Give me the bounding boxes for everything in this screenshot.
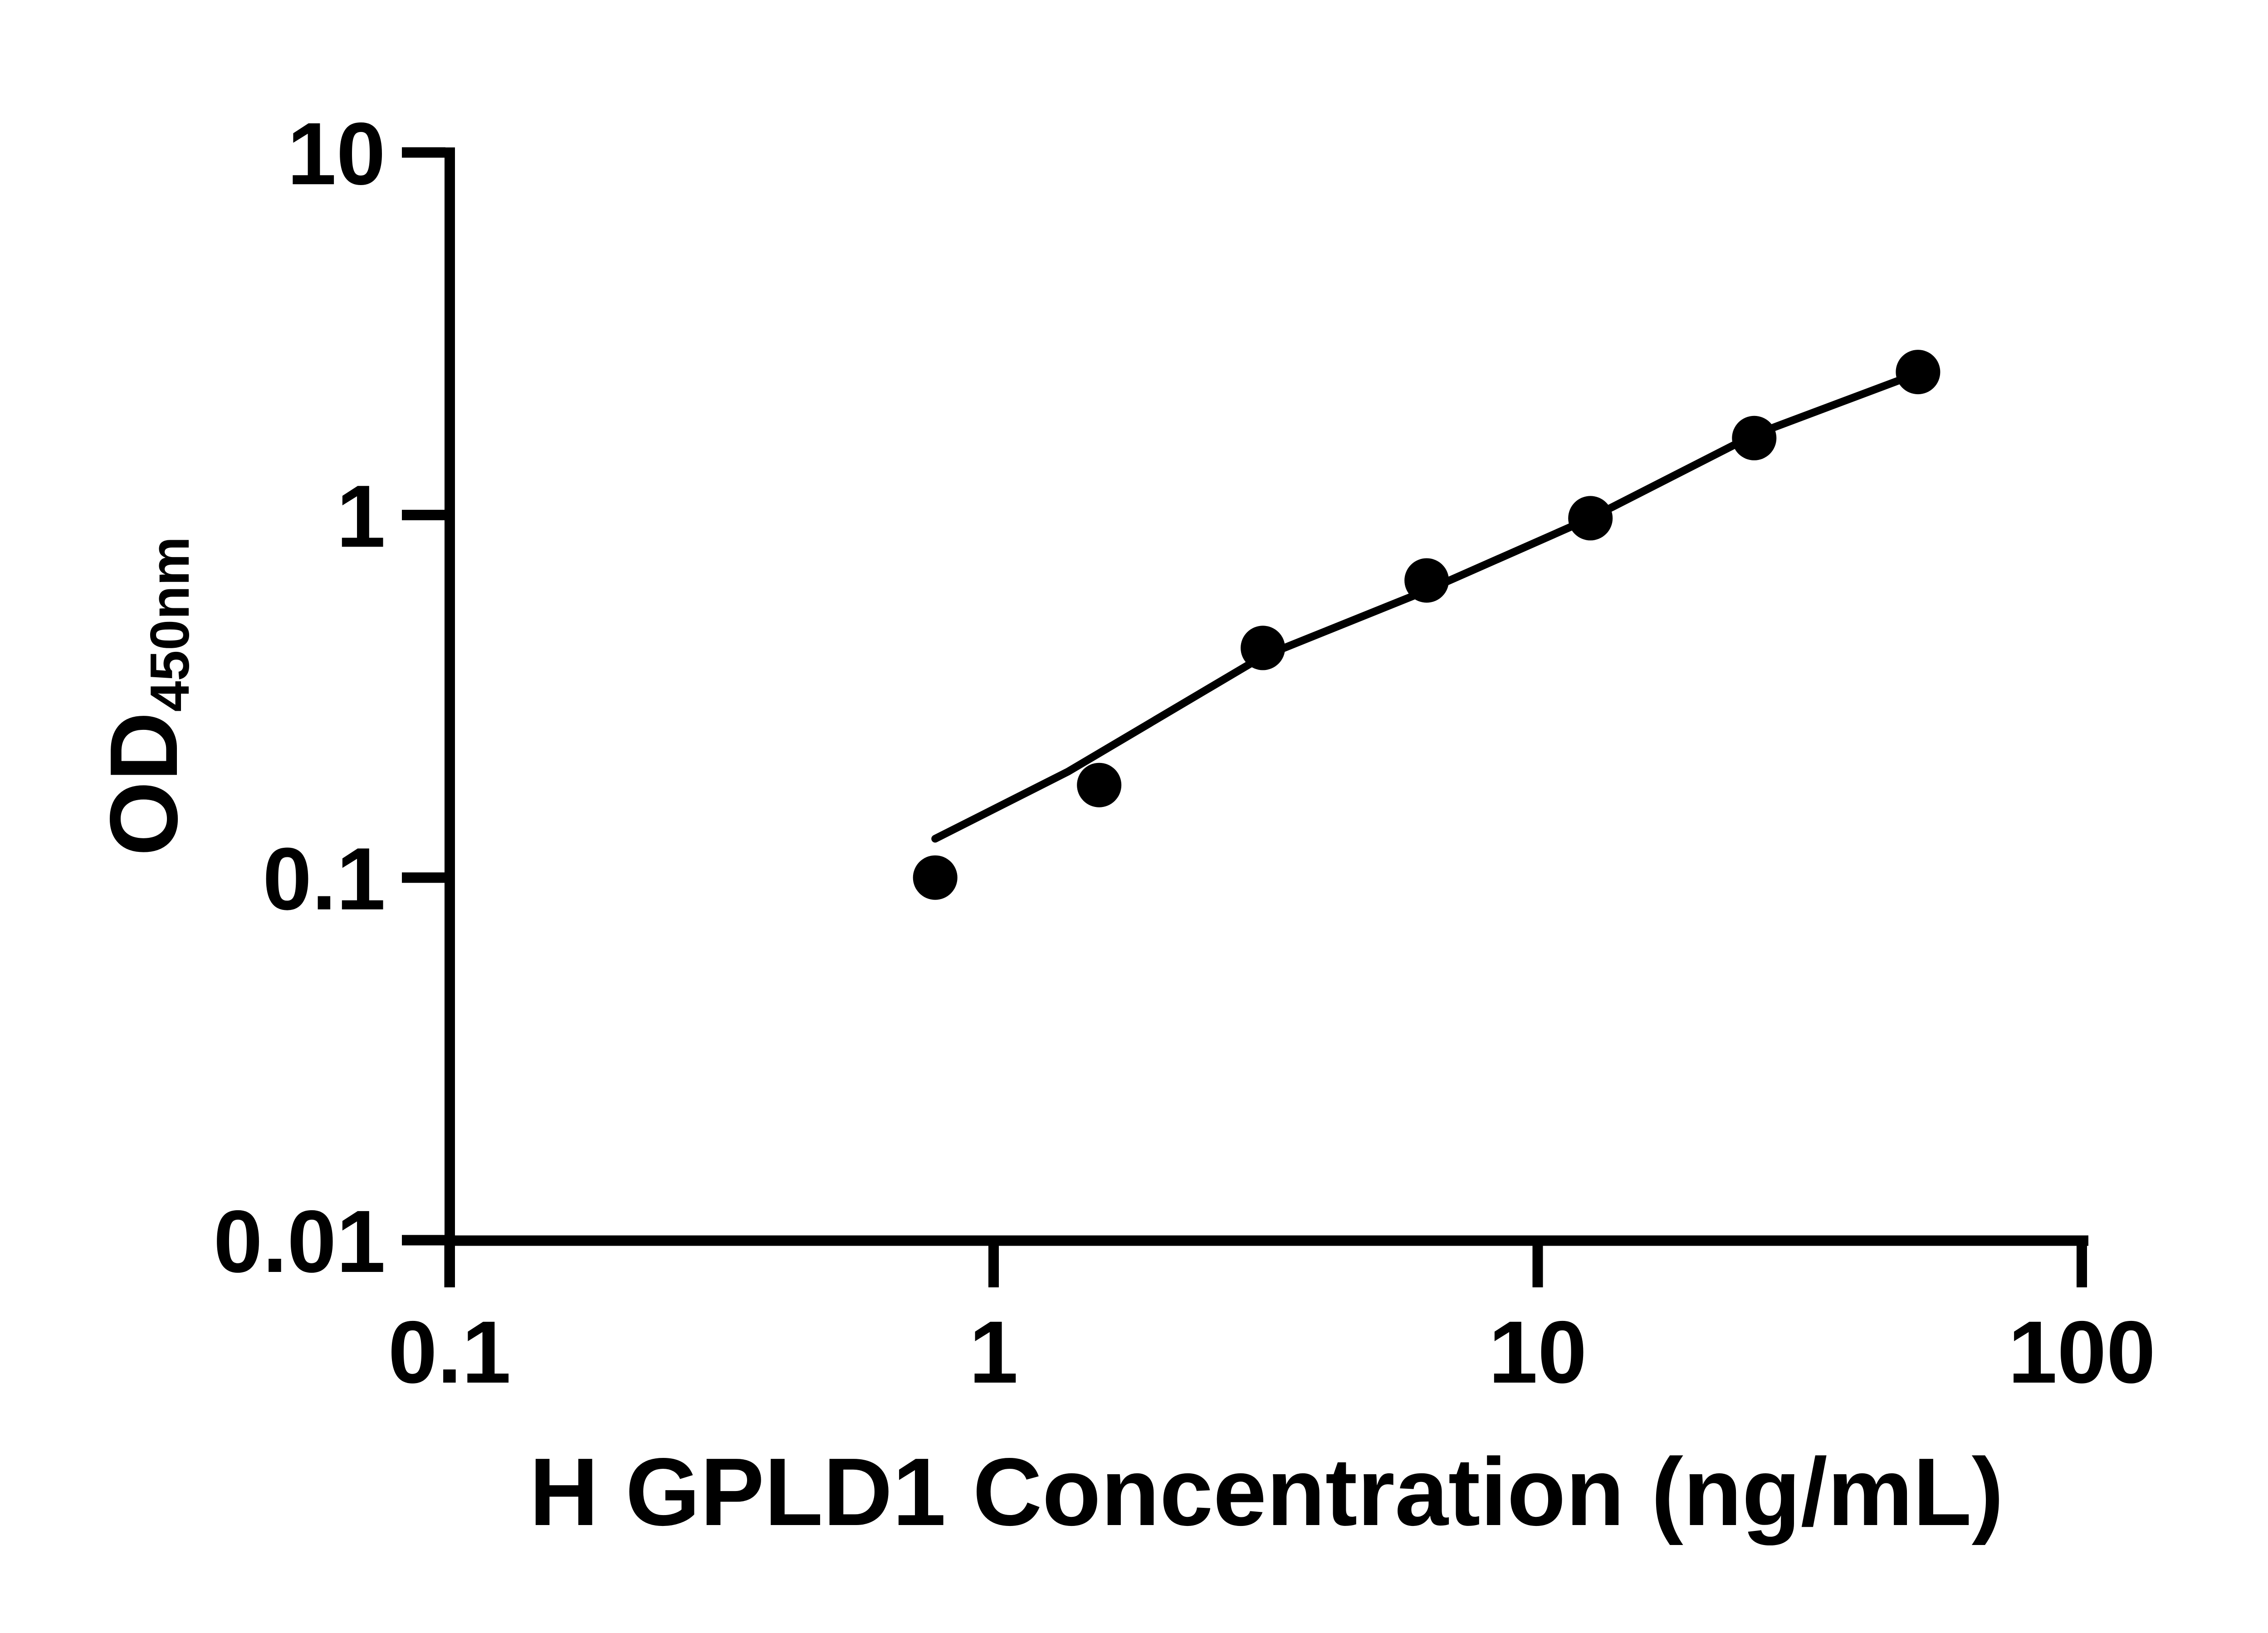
x-tick-label: 1	[969, 1303, 1018, 1402]
axis-ticks	[402, 147, 2087, 1287]
axes	[445, 147, 2088, 1287]
y-title-subscript: 450nm	[139, 537, 200, 712]
x-tick-label: 0.1	[388, 1303, 511, 1402]
data-point	[1732, 416, 1777, 460]
x-axis-title: H GPLD1 Concentration (ng/mL)	[529, 1438, 2004, 1545]
y-tick-label: 10	[287, 104, 386, 203]
data-point	[1568, 496, 1613, 541]
data-point	[1404, 558, 1449, 603]
y-tick-label: 0.1	[263, 830, 386, 929]
data-point	[1077, 763, 1122, 807]
y-axis-title: OD450nm	[90, 537, 200, 856]
data-points	[913, 350, 1941, 900]
x-tick-label: 10	[1489, 1303, 1587, 1402]
data-point	[1241, 626, 1286, 670]
y-tick-label: 1	[337, 467, 386, 566]
y-tick-label: 0.01	[213, 1192, 386, 1291]
data-point	[1896, 350, 1941, 395]
data-point	[913, 855, 958, 900]
x-tick-label: 100	[2008, 1303, 2156, 1402]
y-title-main: OD	[90, 712, 197, 856]
